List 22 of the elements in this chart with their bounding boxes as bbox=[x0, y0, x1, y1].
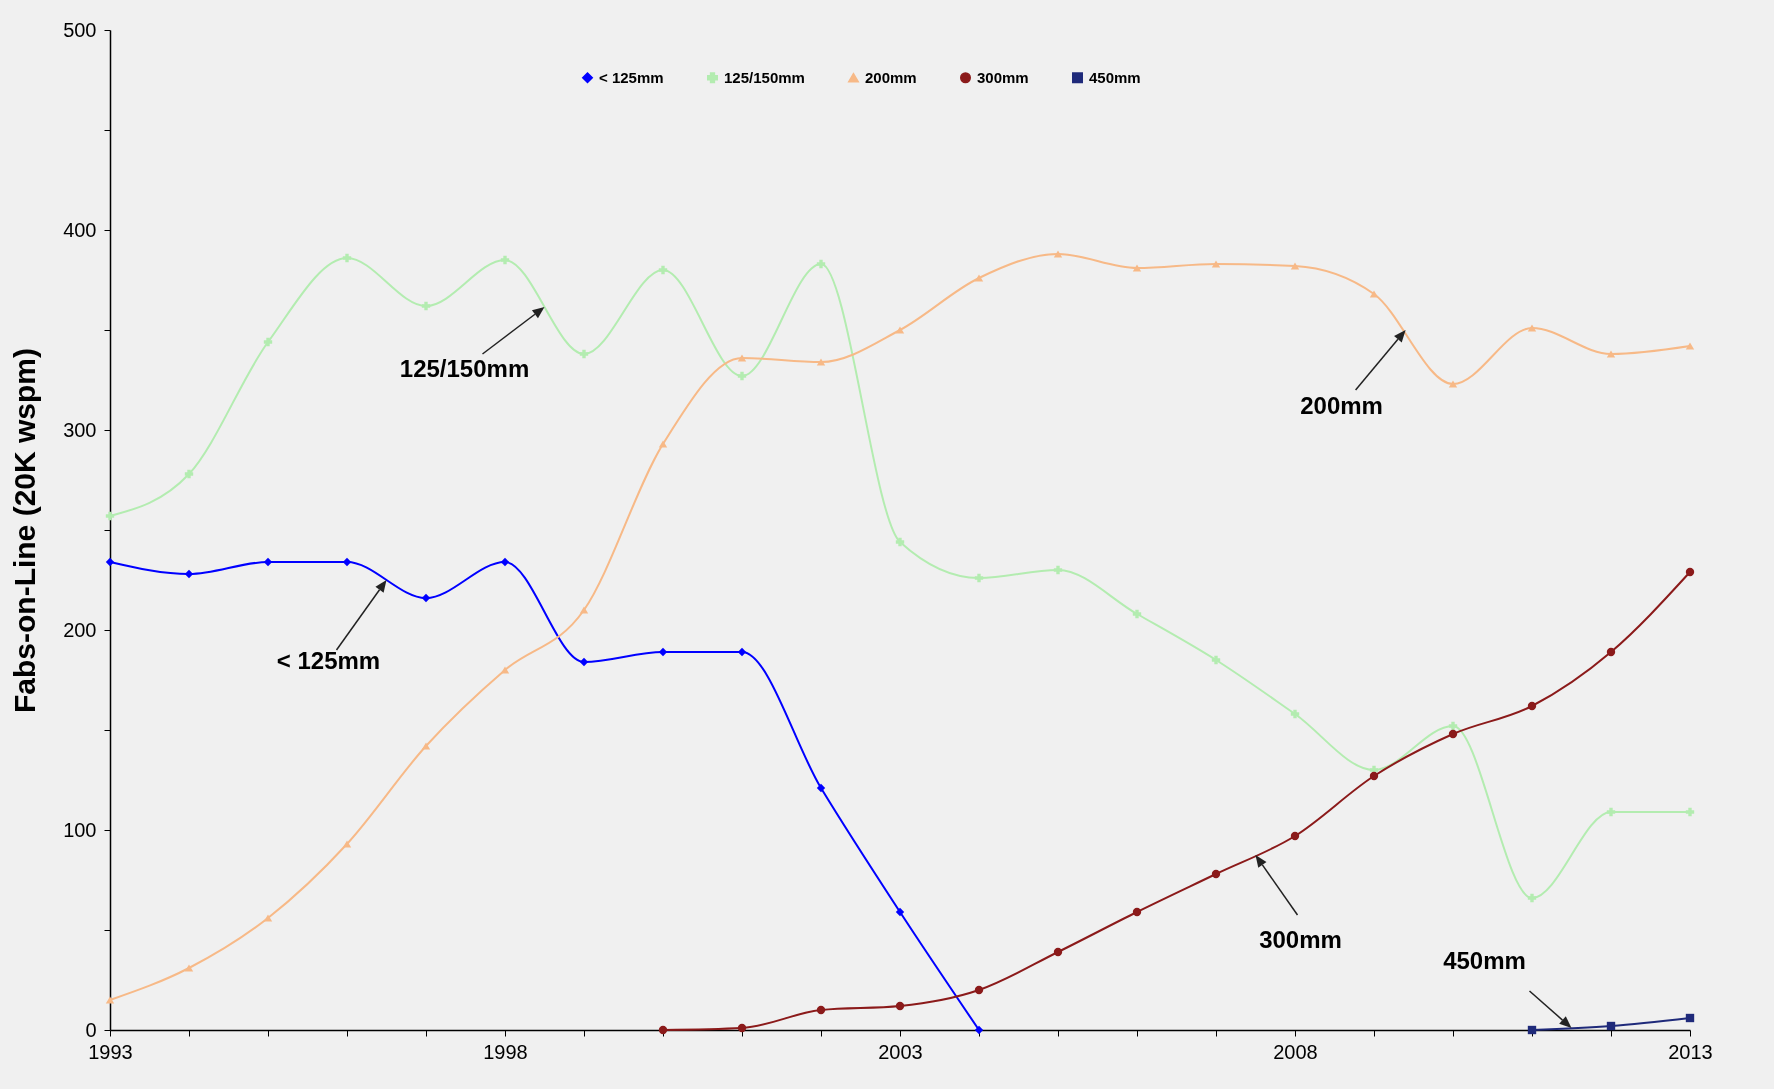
y-tick-label: 0 bbox=[85, 1018, 97, 1041]
annotation: 300mm bbox=[1259, 926, 1342, 953]
y-tick-label: 200 bbox=[63, 618, 97, 641]
x-tick-label: 1993 bbox=[88, 1040, 133, 1063]
legend-label: 200mm bbox=[865, 68, 917, 86]
annotation: 450mm bbox=[1443, 947, 1526, 974]
x-tick-label: 2003 bbox=[878, 1040, 923, 1063]
y-tick-label: 300 bbox=[63, 418, 97, 441]
y-tick-label: 500 bbox=[63, 18, 97, 41]
x-tick-label: 2008 bbox=[1273, 1040, 1318, 1063]
x-tick-label: 2013 bbox=[1668, 1040, 1713, 1063]
legend-label: 125/150mm bbox=[724, 68, 805, 86]
annotation: 200mm bbox=[1300, 392, 1383, 419]
y-tick-label: 100 bbox=[63, 818, 97, 841]
legend-label: < 125mm bbox=[599, 68, 664, 86]
y-axis-title: Fabs-on-Line (20K wspm) bbox=[8, 347, 42, 714]
y-tick-label: 400 bbox=[63, 218, 97, 241]
x-tick-label: 1998 bbox=[483, 1040, 528, 1063]
annotation: < 125mm bbox=[276, 647, 381, 674]
annotation: 125/150mm bbox=[399, 355, 530, 382]
legend-label: 450mm bbox=[1089, 68, 1141, 86]
legend-label: 300mm bbox=[977, 68, 1029, 86]
